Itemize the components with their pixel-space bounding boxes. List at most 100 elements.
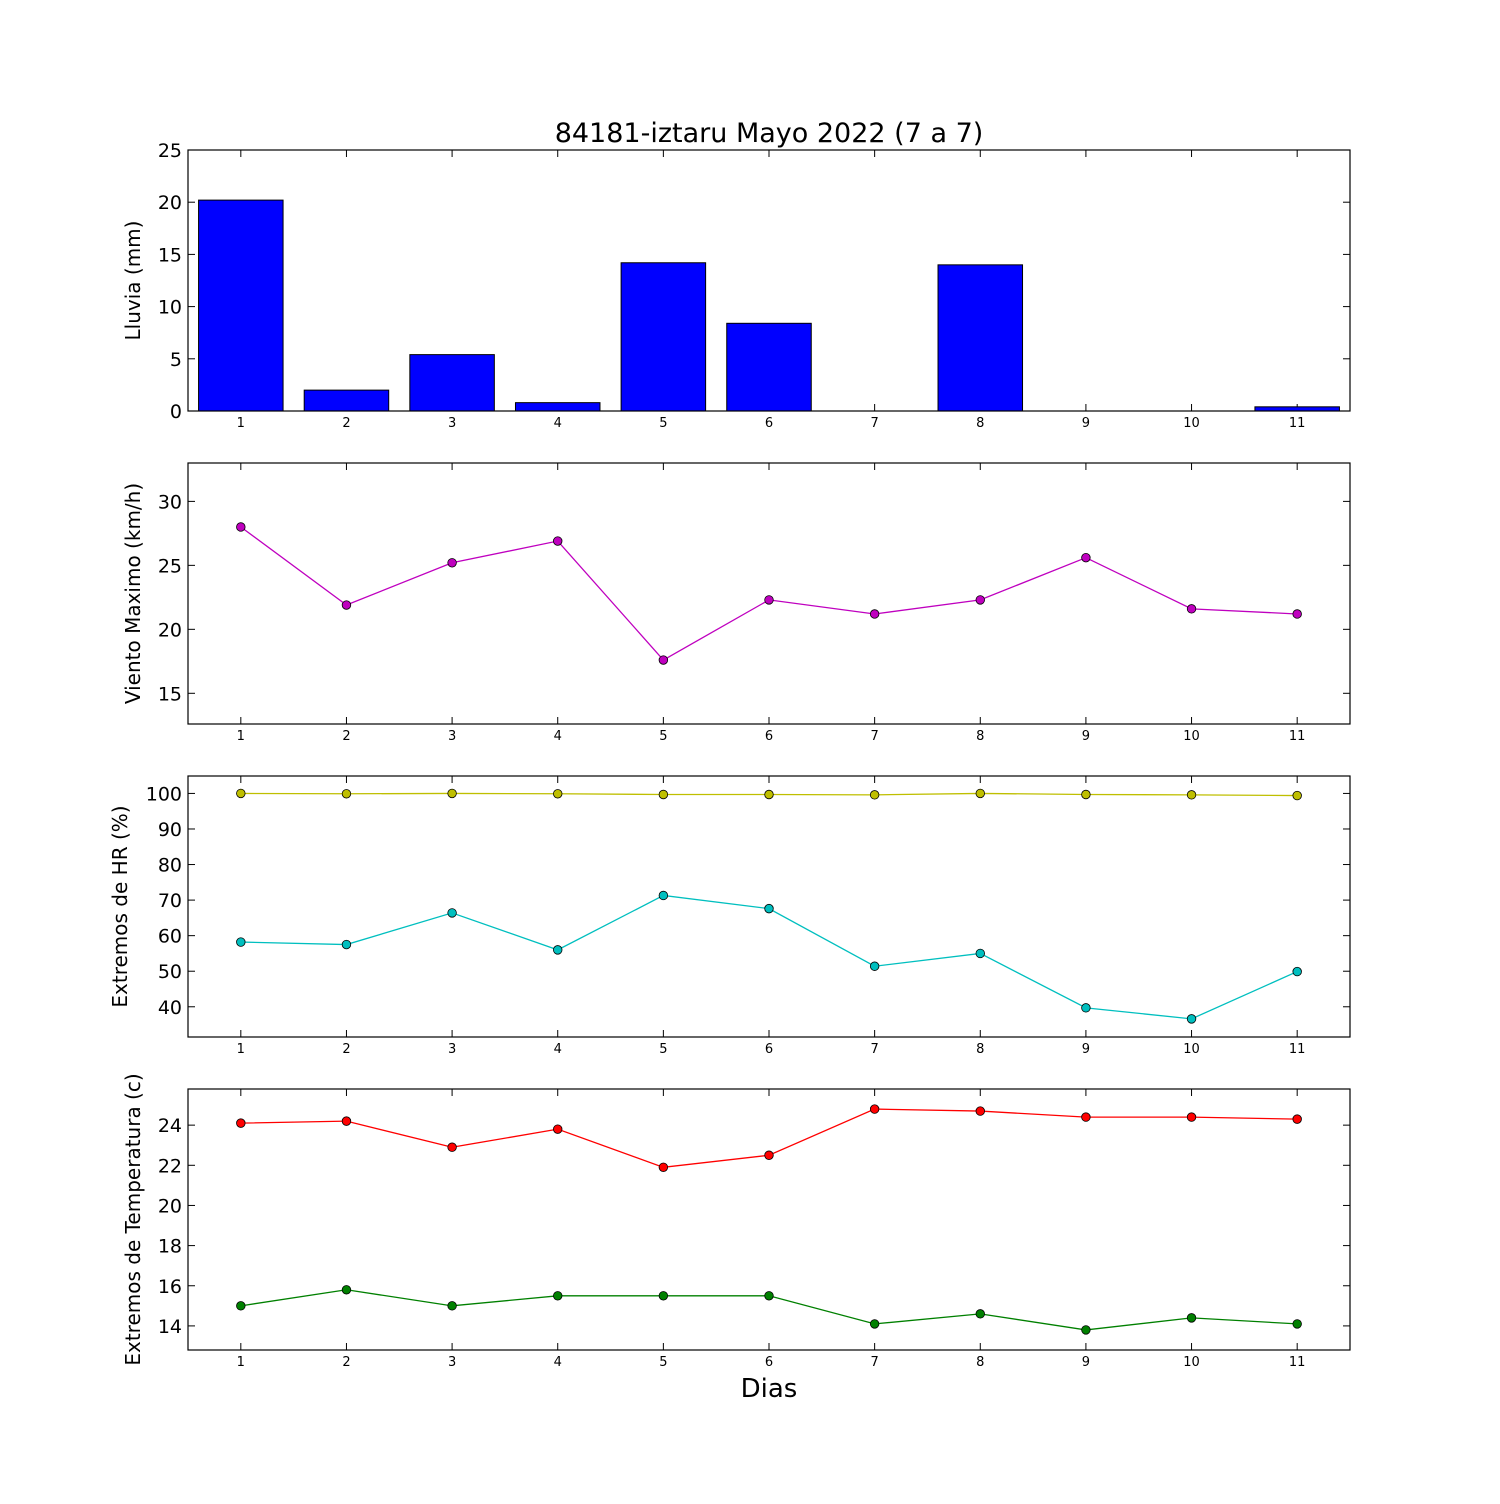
- data-point: [658, 1162, 669, 1173]
- y-tick-label: 40: [158, 997, 182, 1019]
- data-point: [341, 1116, 352, 1126]
- data-point: [553, 789, 563, 799]
- x-tick-label: 1: [237, 1042, 245, 1057]
- y-tick-label: 90: [158, 819, 182, 841]
- x-tick-label: 11: [1289, 416, 1306, 431]
- data-point: [764, 1150, 774, 1160]
- x-tick-label: 9: [1082, 729, 1090, 744]
- data-point: [1081, 1325, 1091, 1335]
- y-tick-label: 70: [158, 890, 182, 912]
- data-point: [236, 1118, 246, 1128]
- data-point: [658, 789, 669, 800]
- bar: [726, 322, 812, 412]
- y-tick-label: 0: [170, 401, 182, 423]
- x-tick-label: 8: [976, 1042, 984, 1057]
- data-point: [447, 788, 457, 799]
- plot-frame: [187, 462, 1351, 725]
- y-tick-label: 15: [158, 683, 182, 705]
- data-point: [869, 609, 880, 619]
- data-point: [1186, 604, 1197, 614]
- x-tick-label: 6: [765, 1355, 773, 1370]
- data-point: [975, 1106, 985, 1116]
- x-tick-label: 11: [1289, 729, 1306, 744]
- plot-frame: [187, 775, 1351, 1038]
- x-tick-label: 4: [554, 1042, 562, 1057]
- data-point: [1292, 1319, 1302, 1329]
- data-point: [1292, 790, 1302, 801]
- data-point: [1081, 1112, 1091, 1122]
- x-tick-label: 2: [342, 1355, 350, 1370]
- x-tick-label: 8: [976, 1355, 984, 1370]
- y-tick-label: 50: [158, 961, 182, 983]
- data-point: [236, 937, 246, 947]
- data-point: [869, 1319, 880, 1329]
- data-point: [1292, 609, 1302, 619]
- x-tick-label: 6: [765, 729, 773, 744]
- bar: [1254, 406, 1340, 412]
- data-point: [764, 1291, 774, 1301]
- x-tick-label: 7: [870, 729, 878, 744]
- y-tick-label: 15: [158, 244, 182, 266]
- data-point: [1081, 789, 1091, 800]
- y-tick-label: 24: [158, 1115, 182, 1137]
- data-point: [447, 1142, 457, 1152]
- x-tick-label: 10: [1183, 729, 1200, 744]
- y-tick-label: 25: [158, 140, 182, 162]
- bar: [198, 199, 284, 412]
- data-point: [869, 790, 880, 800]
- x-tick-label: 3: [448, 1355, 456, 1370]
- data-point: [341, 939, 352, 950]
- y-tick-label: 30: [158, 491, 182, 513]
- x-tick-label: 10: [1183, 416, 1200, 431]
- x-tick-label: 8: [976, 729, 984, 744]
- data-point: [1186, 1014, 1197, 1024]
- x-tick-label: 8: [976, 416, 984, 431]
- y-tick-label: 20: [158, 192, 182, 214]
- y-tick-label: 18: [158, 1236, 182, 1258]
- y-axis-label: Lluvia (mm): [121, 221, 145, 341]
- data-point: [764, 789, 774, 800]
- data-point: [447, 908, 457, 918]
- bar: [620, 262, 707, 412]
- x-tick-label: 5: [659, 416, 667, 431]
- x-tick-label: 2: [342, 729, 350, 744]
- x-tick-label: 5: [659, 729, 667, 744]
- x-tick-label: 9: [1082, 1042, 1090, 1057]
- y-tick-label: 16: [158, 1276, 182, 1298]
- chart-title: 84181-iztaru Mayo 2022 (7 a 7): [555, 118, 984, 149]
- panel-2: 15 20 25 30 1 2 3 4 5 6 7 8 9 10 11 Viento Maximo (km/h…: [121, 462, 1351, 744]
- data-point: [658, 655, 669, 665]
- x-tick-label: 6: [765, 416, 773, 431]
- y-tick-label: 25: [158, 555, 182, 577]
- data-point: [553, 536, 563, 546]
- x-tick-label: 3: [448, 416, 456, 431]
- x-tick-label: 11: [1289, 1042, 1306, 1057]
- y-tick-label: 22: [158, 1155, 182, 1177]
- y-tick-label: 80: [158, 855, 182, 877]
- plot-frame: [187, 149, 1351, 412]
- data-point: [447, 1301, 457, 1311]
- x-tick-label: 9: [1082, 416, 1090, 431]
- bar: [514, 402, 601, 412]
- data-point: [341, 600, 352, 610]
- y-tick-label: 5: [170, 349, 182, 371]
- y-tick-label: 14: [158, 1316, 182, 1338]
- bar: [409, 354, 495, 412]
- x-axis-label: Dias: [741, 1374, 798, 1404]
- data-point: [553, 1291, 563, 1301]
- x-tick-label: 9: [1082, 1355, 1090, 1370]
- series-line-1: [240, 526, 1298, 661]
- data-point: [341, 1285, 352, 1295]
- data-point: [236, 1301, 246, 1311]
- data-point: [447, 558, 457, 568]
- x-tick-label: 5: [659, 1355, 667, 1370]
- data-point: [1186, 1313, 1197, 1323]
- x-tick-label: 7: [870, 1355, 878, 1370]
- x-tick-label: 7: [870, 1042, 878, 1057]
- x-tick-label: 6: [765, 1042, 773, 1057]
- data-point: [341, 789, 352, 799]
- data-point: [1081, 1003, 1091, 1013]
- series-line-2: [240, 894, 1298, 1020]
